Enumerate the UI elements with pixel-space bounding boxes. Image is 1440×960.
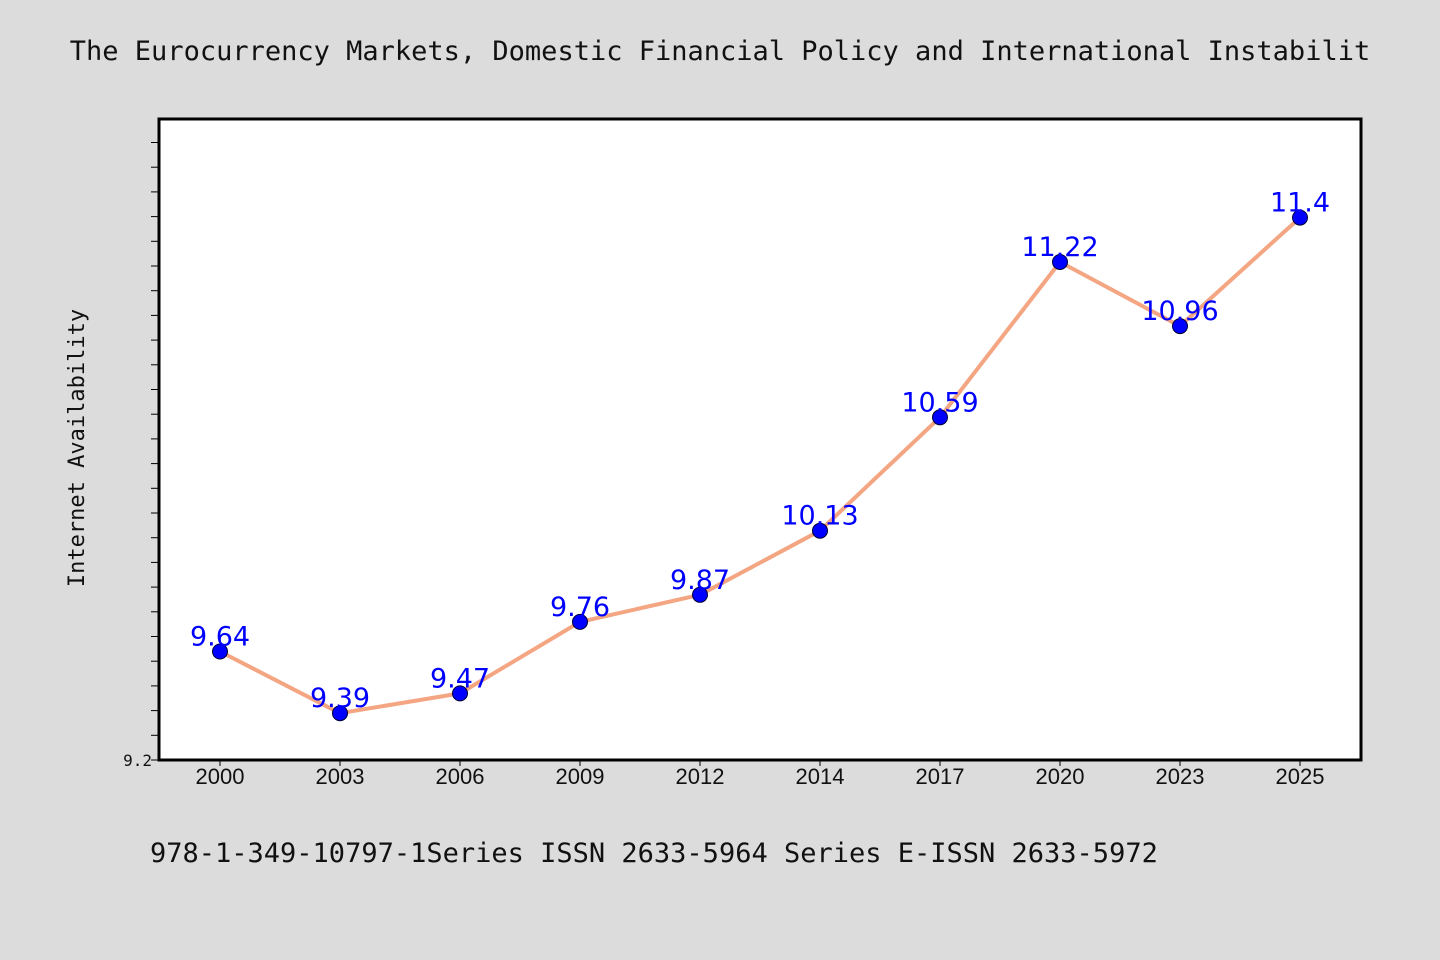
- x-tick-label: 2017: [916, 764, 965, 789]
- x-tick-label: 2023: [1156, 764, 1205, 789]
- data-label: 10.59: [901, 387, 978, 418]
- data-label: 11.4: [1270, 188, 1330, 219]
- data-label: 10.96: [1141, 296, 1218, 327]
- data-label: 11.22: [1021, 232, 1098, 263]
- data-label: 9.76: [550, 592, 610, 623]
- x-tick-label: 2006: [436, 764, 485, 789]
- data-label: 9.64: [190, 622, 250, 653]
- data-label: 9.39: [310, 683, 370, 714]
- series-layer: [212, 209, 1308, 722]
- data-point: [692, 586, 708, 603]
- data-point: [812, 522, 828, 539]
- data-point: [212, 643, 228, 660]
- series-line: [218, 215, 1302, 716]
- data-point: [1052, 254, 1068, 270]
- x-tick-label: 2020: [1036, 764, 1085, 789]
- data-labels-layer: 9.64 9.39 9.47 9.76 9.87 10.13 10.59 11.22 10.96…: [190, 188, 1330, 715]
- data-label: 10.13: [781, 501, 858, 532]
- data-point: [452, 685, 468, 702]
- y-axis-label: Internet Availability: [65, 309, 90, 587]
- data-point: [1172, 318, 1188, 335]
- y-axis-ticks: [151, 142, 159, 761]
- chart-title: The Eurocurrency Markets, Domestic Finan…: [70, 36, 1370, 67]
- data-point: [332, 705, 348, 722]
- data-label: 9.47: [430, 663, 490, 694]
- x-tick-label: 2012: [676, 764, 725, 789]
- y-tick-label: 9.2: [123, 751, 152, 770]
- x-tick-label: 2000: [196, 764, 245, 789]
- x-tick-label: 2014: [796, 764, 845, 789]
- data-point: [1292, 209, 1308, 226]
- x-tick-label: 2003: [316, 764, 365, 789]
- x-tick-label: 2009: [556, 764, 605, 789]
- footer-text: 978-1-349-10797-1Series ISSN 2633-5964 S…: [150, 838, 1158, 869]
- plot-area: [157, 117, 1363, 762]
- data-point: [572, 613, 588, 630]
- x-axis-ticks: 2000 2003 2006 2009 2012 2014 2017 2020 2023 2025: [196, 760, 1325, 789]
- data-point: [932, 409, 948, 426]
- data-label: 9.87: [670, 565, 730, 596]
- x-tick-label: 2025: [1276, 764, 1325, 789]
